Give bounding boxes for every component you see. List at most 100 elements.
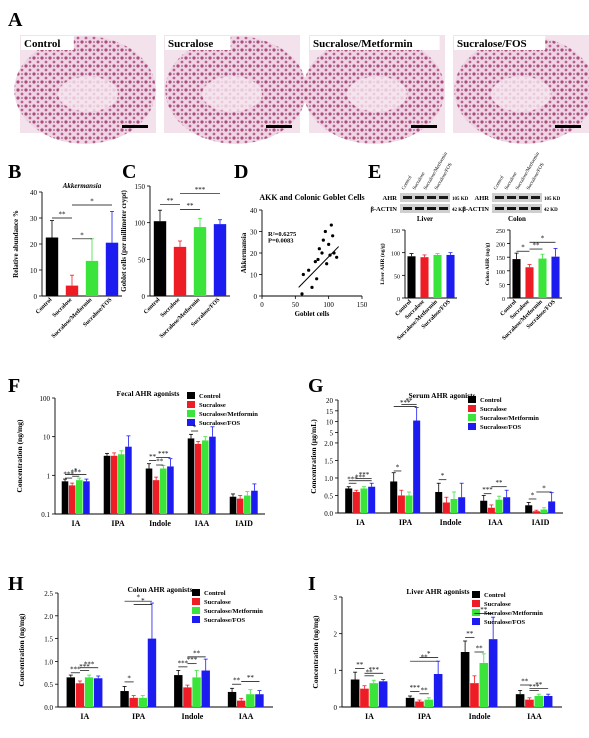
bar <box>152 480 160 514</box>
blot-strip <box>492 204 542 213</box>
category-label: IAA <box>195 519 210 528</box>
significance-label: * <box>74 467 78 475</box>
blot-band <box>427 196 436 199</box>
y-tick-label: 10 <box>250 272 258 280</box>
bar <box>369 683 379 707</box>
scale-bar <box>555 125 581 128</box>
bar <box>201 670 210 707</box>
significance-label: *** <box>347 476 358 484</box>
bar <box>118 454 125 514</box>
y-axis-label: Akkermansia <box>240 232 248 273</box>
category-label: Indole <box>469 712 491 721</box>
significance-label: ** <box>466 630 474 638</box>
significance-label: * <box>90 198 94 206</box>
y-tick-label: 0.5 <box>44 681 53 689</box>
y-tick-label: 50 <box>138 256 146 264</box>
histology-image: Sucralose/FOS <box>453 35 589 144</box>
panel-letter: F <box>8 375 20 397</box>
bar <box>433 254 442 298</box>
significance-label: ** <box>421 654 429 662</box>
legend-swatch <box>187 419 195 426</box>
bar <box>125 446 132 514</box>
blot-strip <box>400 193 450 202</box>
bar <box>193 227 207 296</box>
y-tick-label: 100 <box>40 395 51 403</box>
bar <box>458 497 466 513</box>
bar <box>390 481 398 513</box>
bar <box>378 681 388 707</box>
legend-swatch <box>468 414 476 421</box>
bar <box>525 267 534 298</box>
scatter-point <box>325 262 329 266</box>
panel-letter: I <box>308 573 316 595</box>
significance-label: ** <box>521 678 529 686</box>
significance-label: * <box>542 484 546 492</box>
bar <box>470 683 479 707</box>
tissue-lumen <box>347 76 407 112</box>
y-tick-label: 0 <box>142 293 146 301</box>
blot-band <box>531 207 540 210</box>
significance-label: *** <box>70 469 81 477</box>
significance-label: *** <box>178 659 189 667</box>
histology-label: Sucralose <box>168 38 213 50</box>
panel-letter: C <box>122 161 136 183</box>
scatter-point <box>317 247 321 251</box>
bar <box>76 480 83 514</box>
panel-letter: D <box>234 161 248 183</box>
legend-label: Sucralose <box>484 601 511 608</box>
category-label: IAA <box>239 712 254 721</box>
scatter-point <box>300 292 304 296</box>
significance-label: *** <box>187 656 198 664</box>
category-label: IPA <box>132 712 145 721</box>
scatter-point <box>331 234 335 238</box>
category-label: IAA <box>527 712 542 721</box>
y-tick-label: 0 <box>254 293 258 301</box>
y-tick-label: 0.0 <box>44 704 53 712</box>
histology-image: Sucralose <box>164 35 307 144</box>
y-axis-label: Concentration (ng/mg) <box>17 613 26 687</box>
bar <box>187 438 195 514</box>
significance-label: ** <box>496 479 504 487</box>
significance-label: ** <box>356 661 364 669</box>
y-axis-label: Concentration (ng/mg) <box>311 615 320 689</box>
y-tick-label: 0 <box>334 704 338 712</box>
histology-label-bg <box>21 36 74 50</box>
y-tick-label: 5 <box>330 429 334 437</box>
bar <box>68 485 76 514</box>
legend-swatch <box>187 392 195 399</box>
significance-label: ** <box>366 668 374 676</box>
legend-label: Control <box>199 393 221 400</box>
blot-band <box>507 196 516 199</box>
category-label: IAID <box>532 518 550 527</box>
y-tick-label: 1.0 <box>324 475 333 483</box>
category-label: IAID <box>235 519 253 528</box>
legend-swatch <box>192 616 200 623</box>
y-axis-label: Liver AHR (ng/g) <box>379 243 386 284</box>
y-tick-label: 50 <box>394 274 400 280</box>
bar <box>488 639 498 707</box>
y-axis-label: Colon AHR (ng/g) <box>484 243 491 286</box>
bar <box>480 500 488 513</box>
bar <box>515 694 525 707</box>
bar <box>360 688 369 707</box>
significance-label: * <box>521 244 525 252</box>
legend-label: Control <box>480 397 502 404</box>
bar <box>94 678 103 707</box>
legend-label: Sucralose <box>199 402 226 409</box>
significance-label: ** <box>476 645 484 653</box>
bar <box>110 455 118 514</box>
bar <box>548 501 556 513</box>
histology-image: Sucralose/Metformin <box>303 35 445 144</box>
y-tick-label: 0 <box>34 293 38 301</box>
significance-label: ** <box>59 211 67 219</box>
legend-swatch <box>187 410 195 417</box>
blot-kd-label: 42 KD <box>452 208 466 213</box>
panel-letter: H <box>8 573 24 595</box>
y-tick-label: 0.1 <box>41 511 50 519</box>
legend-label: Control <box>204 590 226 597</box>
scatter-point <box>316 257 320 262</box>
bar <box>173 246 187 296</box>
significance-label: * <box>193 424 197 432</box>
significance-label: ** <box>187 202 195 210</box>
bar <box>129 697 138 707</box>
